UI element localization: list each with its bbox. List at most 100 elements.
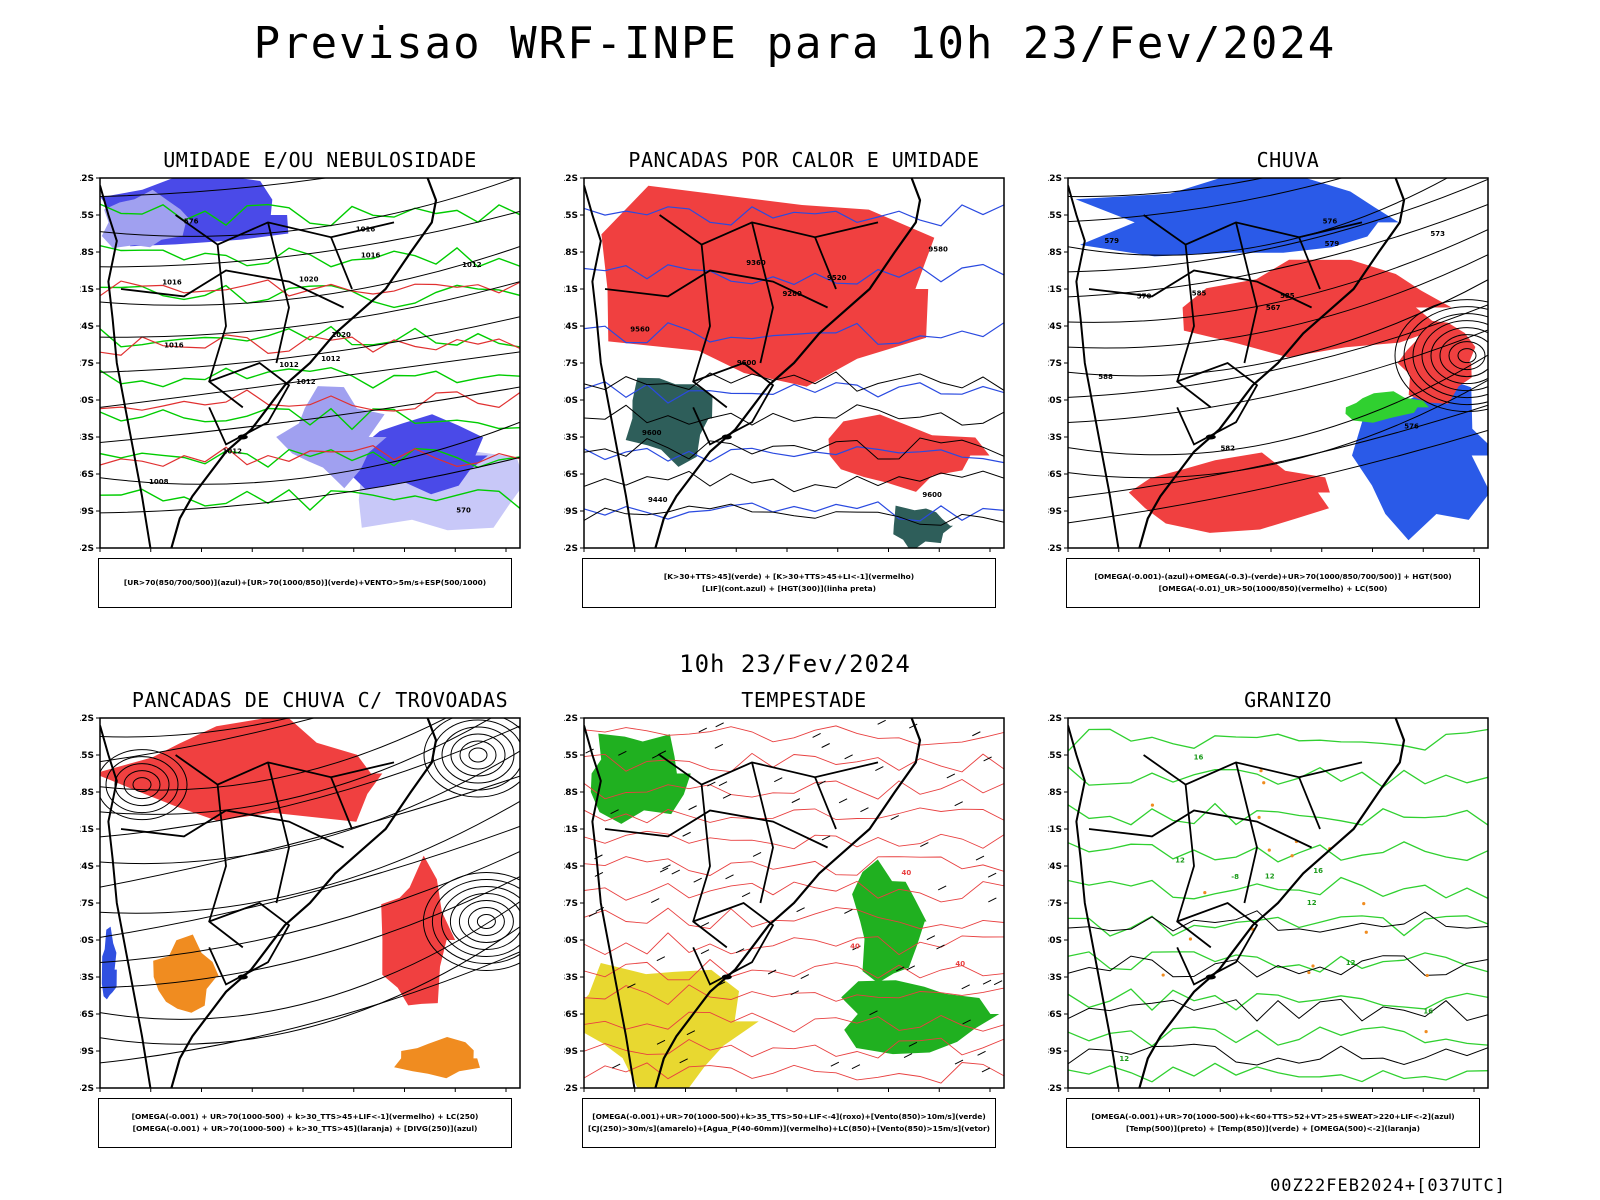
lat-tick-label: 30S <box>1048 396 1062 406</box>
water-vapor-contour <box>584 778 1004 800</box>
lagoon-marker <box>1205 974 1216 980</box>
contour-label: 16 <box>1423 1007 1433 1015</box>
contour-label: 579 <box>1325 240 1340 248</box>
contour-label: 1012 <box>462 261 482 269</box>
country-border <box>814 776 837 830</box>
map-chuva: 58558858257957657357056758557957612S15S1… <box>1048 174 1489 554</box>
temperature-850-contour <box>1068 728 1488 752</box>
contour-label: 582 <box>1220 444 1235 452</box>
isobar <box>1448 341 1486 371</box>
water-vapor-contour <box>584 856 1004 876</box>
map-frame <box>99 177 521 549</box>
humidity-high-area <box>337 414 488 495</box>
contour-label: 1016 <box>164 341 184 349</box>
country-border <box>208 244 244 409</box>
lat-tick-label: 42S <box>80 544 94 554</box>
streamline <box>100 281 520 338</box>
contour-label: 570 <box>456 507 471 515</box>
lat-tick-label: 27S <box>80 899 94 909</box>
streamline <box>1068 178 1449 256</box>
lat-tick-label: 24S <box>564 862 578 872</box>
map-frame <box>1067 177 1489 549</box>
lat-tick-label: 36S <box>564 470 578 480</box>
wind-vector <box>657 750 667 756</box>
isobar <box>422 872 520 971</box>
omega-spot <box>1290 854 1294 858</box>
coastline-east <box>1138 178 1406 548</box>
wind-vector <box>875 766 884 772</box>
map-layer: 12 16 16 12 12 16 12 12 -8 <box>1068 718 1488 1088</box>
wind-vector <box>954 1059 964 1065</box>
lifted-index-contour <box>584 263 1004 286</box>
country-border <box>1298 236 1321 290</box>
contour-label: 1012 <box>279 361 299 369</box>
wind-vector <box>844 754 853 760</box>
lat-tick-label: 42S <box>564 1084 578 1094</box>
country-border <box>1176 784 1212 949</box>
forecast-subtitle: 10h 23/Fev/2024 <box>679 650 911 678</box>
contour-label: 40 <box>902 869 912 877</box>
wind-vector <box>936 944 945 950</box>
legend-line: [OMEGA(-0.001)+UR>70(1000-500)+k>35_TTS>… <box>592 1112 986 1121</box>
streamline <box>100 316 520 373</box>
lat-tick-label: 36S <box>1048 1010 1062 1020</box>
streamline <box>1068 178 1344 223</box>
lat-tick-label: 21S <box>564 825 578 835</box>
coastline-east <box>170 718 438 1088</box>
shower-area <box>153 934 220 1013</box>
wind-vector <box>700 922 710 928</box>
wind-vector <box>890 815 899 821</box>
country-border <box>1088 269 1312 309</box>
lat-tick-label: 33S <box>564 433 578 443</box>
isobar <box>114 763 170 807</box>
map-pancadas-calor: 9600 9560 9580 9600 9520 9440 9360 9280 9600 12S 1… <box>564 174 1005 554</box>
temperature-500-contour <box>1068 910 1488 933</box>
contour-label: 567 <box>1266 304 1281 312</box>
streamline <box>100 245 520 306</box>
contour-label: 9580 <box>928 245 948 253</box>
strong-wind-area <box>590 733 691 824</box>
streamline <box>1068 178 1488 273</box>
wind-vector <box>679 1058 688 1064</box>
lat-tick-label: 33S <box>1048 433 1062 443</box>
lat-tick-label: 12S <box>80 174 94 184</box>
legend-line: [OMEGA(-0.001)-(azul)+OMEGA(-0.3)-(verde… <box>1094 572 1452 581</box>
panel-legend: [K>30+TTS>45](verde) + [K>30+TTS>45+LI<-… <box>582 558 996 608</box>
temperature-850-contour <box>1068 1026 1488 1047</box>
omega-spot <box>1267 848 1271 852</box>
water-vapor-contour <box>584 880 1004 903</box>
wind-vector <box>812 732 821 738</box>
country-border <box>1235 762 1258 904</box>
panel-title: TEMPESTADE <box>741 688 867 712</box>
streamline <box>100 421 520 485</box>
country-border <box>330 236 353 290</box>
streamline <box>1068 279 1488 377</box>
lat-tick-label: 15S <box>80 751 94 761</box>
country-border <box>692 901 775 986</box>
wind-vector <box>906 965 916 971</box>
wind-vector <box>851 1064 861 1070</box>
lagoon-marker <box>721 974 732 980</box>
wind-vector <box>903 1053 913 1059</box>
isobar <box>132 777 152 793</box>
streamline <box>100 876 520 989</box>
thickness-contour <box>100 334 520 356</box>
lat-tick-label: 27S <box>1048 899 1062 909</box>
water-vapor-contour <box>584 907 1004 930</box>
legend-line: [K>30+TTS>45](verde) + [K>30+TTS>45+LI<-… <box>663 572 915 581</box>
lat-tick-label: 15S <box>1048 751 1062 761</box>
humidity-contour <box>100 325 520 348</box>
humidity-mid-area <box>276 386 387 489</box>
streamline <box>1068 429 1488 524</box>
contour-label: 1020 <box>299 276 319 284</box>
lat-tick-label: 21S <box>1048 285 1062 295</box>
lat-tick-label: 33S <box>80 433 94 443</box>
isobar <box>476 914 496 929</box>
country-border <box>208 784 244 949</box>
convective-area <box>828 414 990 492</box>
contour-label: 1016 <box>162 278 182 286</box>
map-layer <box>100 718 520 1088</box>
country-border <box>604 269 828 309</box>
omega-spot <box>1311 964 1315 968</box>
lifted-index-contour <box>584 204 1004 227</box>
